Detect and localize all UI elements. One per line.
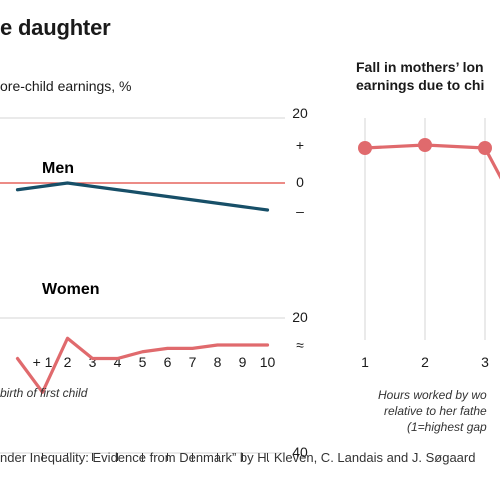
x-tick-label: 2 [421,354,429,370]
data-point [358,141,372,155]
left-chart-series [15,181,270,394]
x-tick-label: 6 [164,354,172,370]
axis-break-mark: ≈ [296,337,304,353]
data-point [478,141,492,155]
right-title-line-1: Fall in mothers’ lon [356,59,484,75]
y-tick-label: 40 [292,444,308,460]
right-chart-x-note: Hours worked by wo relative to her fathe… [378,388,487,436]
series-label-women: Women [42,281,99,298]
data-point [418,138,432,152]
x-tick-label: 3 [481,354,489,370]
series-line-men [15,181,270,212]
left-chart-x-ticks: + 1 2 3 4 5 6 7 8 9 10 [33,354,276,461]
x-tick-label: 8 [214,354,222,370]
y-tick-label: + [296,137,304,153]
right-chart-series [358,138,500,180]
left-chart-x-note: birth of first child [0,386,88,400]
source-note: nder Inequality: Evidence from Denmark” … [0,450,476,465]
y-tick-label: 0 [296,174,304,190]
series-line-mothers [364,143,500,180]
x-tick-label: 4 [114,354,122,370]
right-chart-title: Fall in mothers’ lon earnings due to chi [356,58,484,94]
series-line-women [15,336,270,394]
right-chart-x-ticks: 1 2 3 [361,354,489,370]
x-tick-label: 7 [189,354,197,370]
y-tick-label: 20 [292,105,308,121]
y-tick-label: 20 [292,309,308,325]
right-note-line-3: (1=highest gap [406,420,487,434]
left-chart-y-ticks: 20 +0 – 20 40 ≈ [292,105,308,460]
right-title-line-2: earnings due to chi [356,77,485,93]
x-tick-label: 2 [64,354,72,370]
left-chart-subtitle: ore-child earnings, % [0,78,132,94]
x-tick-label: + 1 [33,354,53,370]
right-note-line-2: relative to her fathe [383,404,487,418]
series-label-men: Men [42,160,74,177]
left-chart-gridlines [0,117,285,454]
x-tick-label: 10 [260,354,276,370]
x-tick-label: 9 [239,354,247,370]
right-note-line-1: Hours worked by wo [378,388,487,402]
chart-title: e daughter [0,15,111,40]
x-tick-label: 3 [89,354,97,370]
y-tick-label: – [296,203,304,219]
x-tick-label: 1 [361,354,369,370]
x-tick-label: 5 [139,354,147,370]
